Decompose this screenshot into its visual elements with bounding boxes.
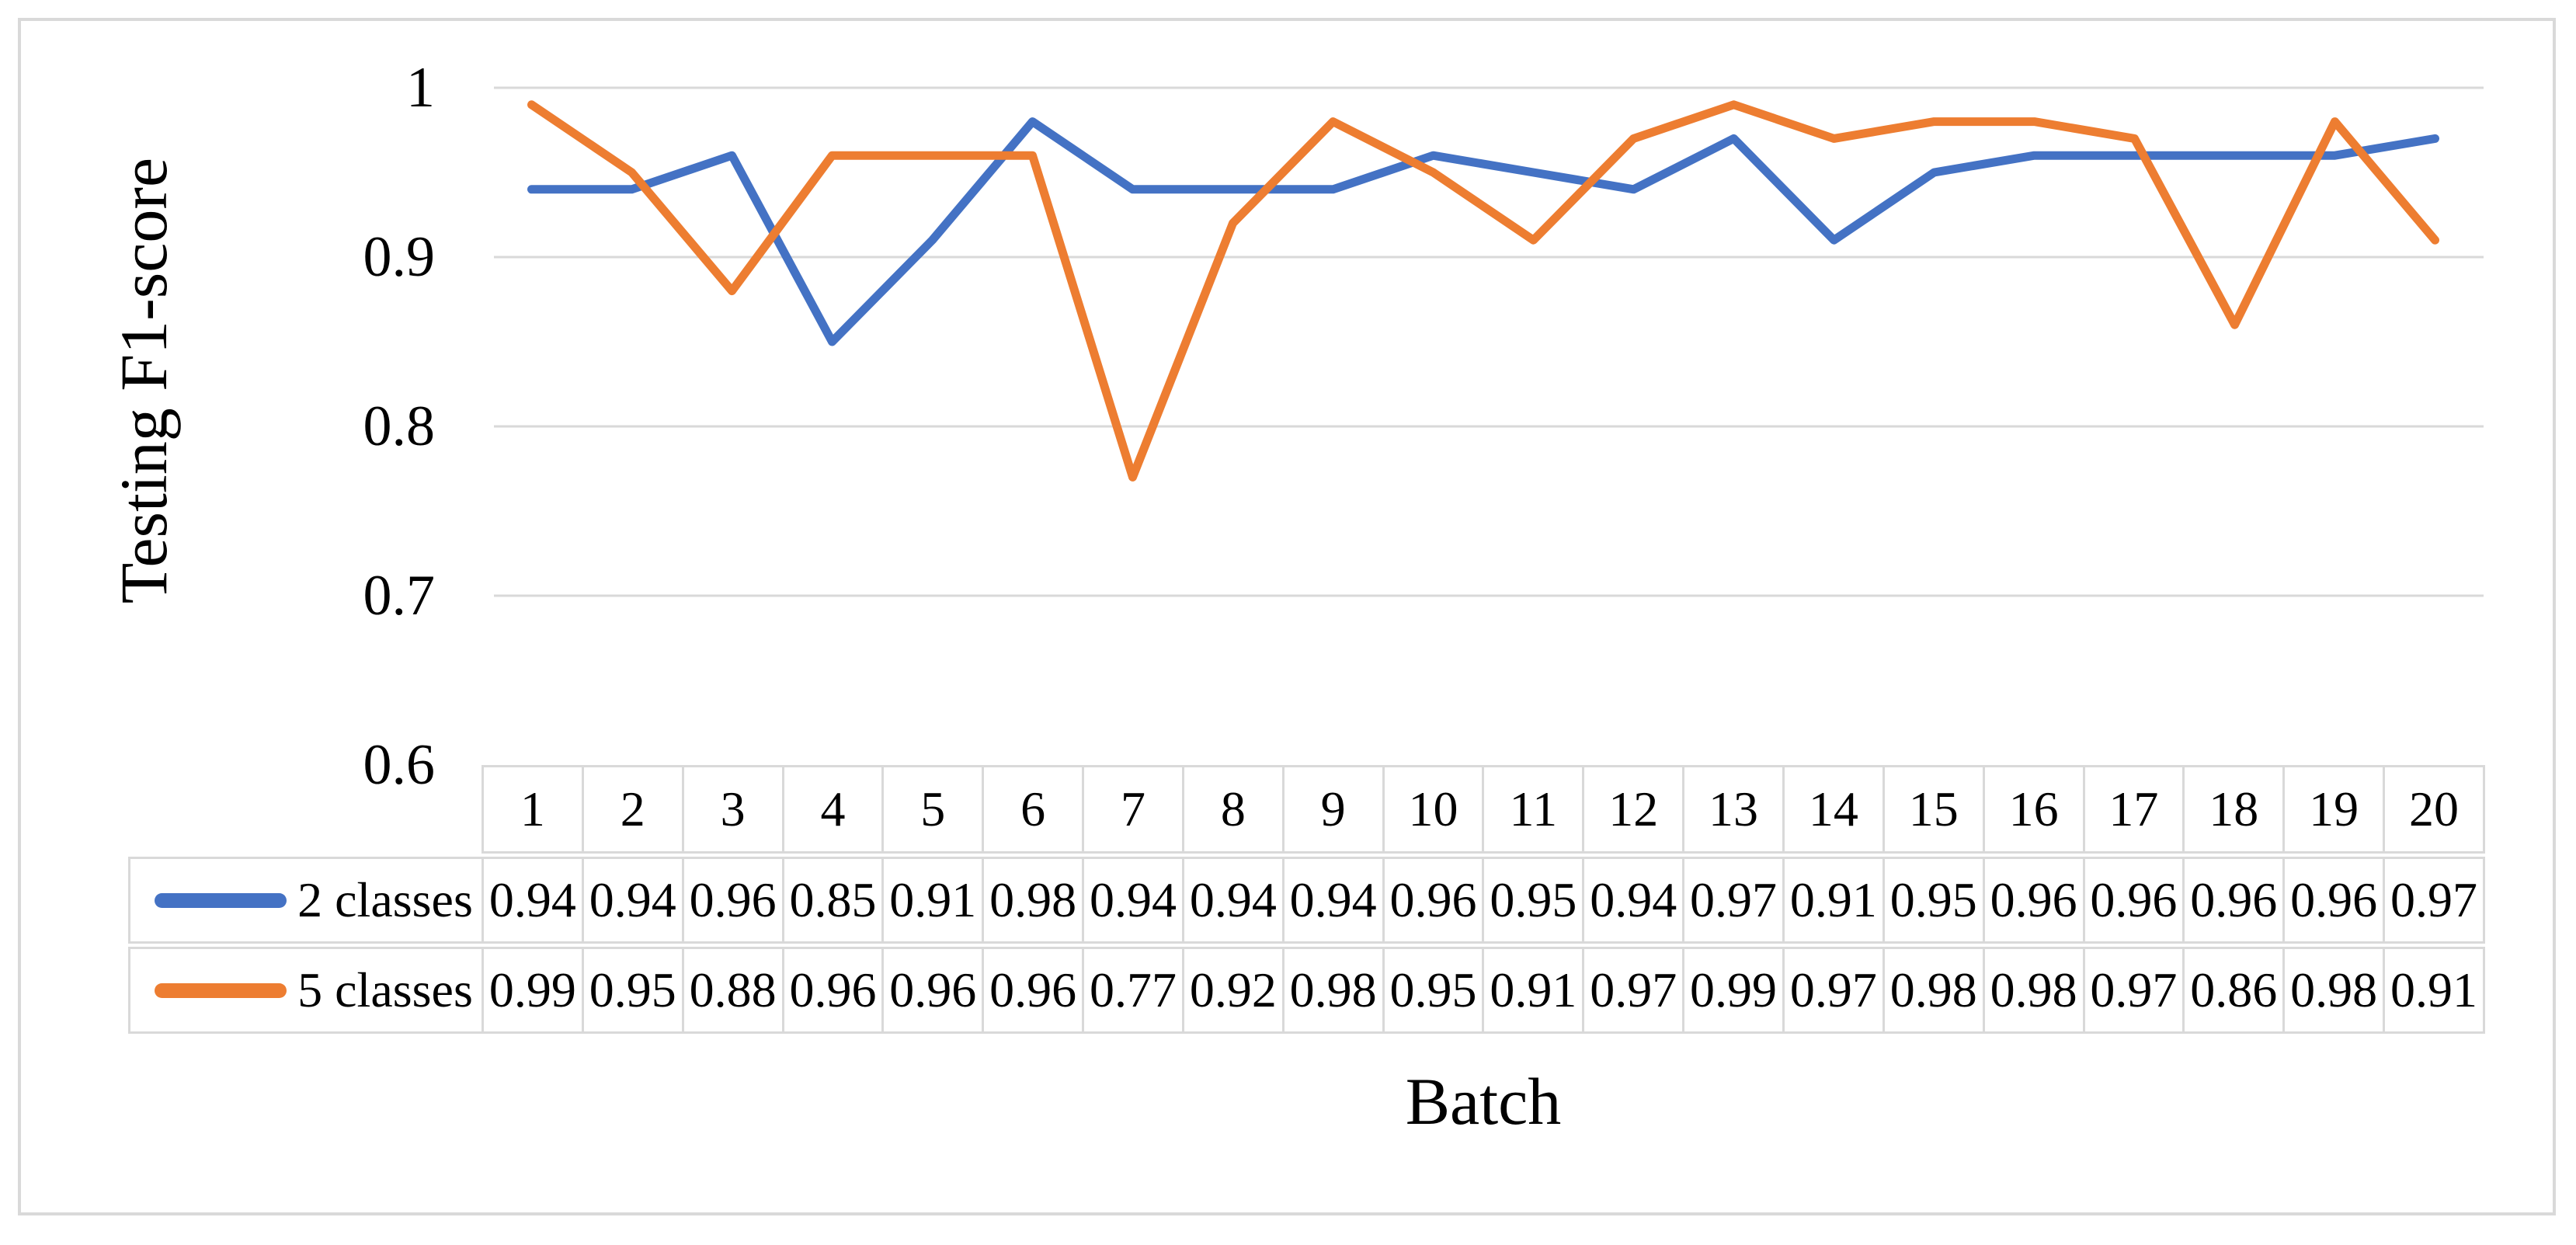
batch-header-row: 1 2 3 4 5 6 7 8 9 10 11 12 13 14 15 16 17 18 19 20 bbox=[481, 765, 2485, 854]
legend-swatch-2-classes bbox=[155, 892, 287, 908]
legend-label: 2 classes bbox=[297, 872, 473, 927]
series-row-2-classes: 2 classes 0.94 0.94 0.96 0.85 0.91 0.98 0.94 0.9… bbox=[128, 857, 2485, 944]
batch-header-cell: 11 bbox=[1482, 767, 1582, 851]
value-cell: 0.96 bbox=[2182, 859, 2282, 941]
batch-header-cell: 10 bbox=[1382, 767, 1483, 851]
value-cell: 0.97 bbox=[2383, 859, 2483, 941]
value-cell: 0.98 bbox=[1882, 949, 1983, 1031]
legend-cell: 2 classes bbox=[130, 859, 481, 941]
value-cell: 0.98 bbox=[2282, 949, 2383, 1031]
legend-label: 5 classes bbox=[297, 962, 473, 1017]
batch-header-cell: 3 bbox=[681, 767, 782, 851]
value-cell: 0.91 bbox=[881, 859, 982, 941]
batch-header-cell: 6 bbox=[982, 767, 1082, 851]
value-cell: 0.92 bbox=[1181, 949, 1282, 1031]
value-cell: 0.97 bbox=[1782, 949, 1882, 1031]
value-cell: 0.91 bbox=[2383, 949, 2483, 1031]
value-cell: 0.96 bbox=[681, 859, 782, 941]
value-cell: 0.97 bbox=[2082, 949, 2183, 1031]
value-cell: 0.86 bbox=[2182, 949, 2282, 1031]
value-cell: 0.85 bbox=[781, 859, 882, 941]
value-cell: 0.88 bbox=[681, 949, 782, 1031]
value-cell: 0.97 bbox=[1682, 859, 1782, 941]
batch-header-cell: 9 bbox=[1281, 767, 1382, 851]
value-cell: 0.77 bbox=[1082, 949, 1182, 1031]
legend-swatch-5-classes bbox=[155, 982, 287, 998]
batch-header-cell: 12 bbox=[1582, 767, 1682, 851]
series-row-5-classes: 5 classes 0.99 0.95 0.88 0.96 0.96 0.96 0.77 0.9… bbox=[128, 947, 2485, 1034]
series-lines-group bbox=[527, 100, 2439, 482]
value-cell: 0.97 bbox=[1582, 949, 1682, 1031]
series-line-2-classes bbox=[527, 117, 2439, 346]
batch-header-cell: 2 bbox=[581, 767, 682, 851]
value-cell: 0.96 bbox=[2282, 859, 2383, 941]
y-axis-title: Testing F1-score bbox=[106, 157, 181, 604]
batch-header-cell: 14 bbox=[1782, 767, 1882, 851]
value-cell: 0.94 bbox=[1082, 859, 1182, 941]
batch-header-cell: 13 bbox=[1682, 767, 1782, 851]
value-cell: 0.91 bbox=[1482, 949, 1582, 1031]
y-axis-tick-label: 0.9 bbox=[363, 224, 436, 289]
value-cell: 0.95 bbox=[1482, 859, 1582, 941]
batch-header-cell: 8 bbox=[1181, 767, 1282, 851]
value-cell: 0.99 bbox=[1682, 949, 1782, 1031]
batch-header-cell: 5 bbox=[881, 767, 982, 851]
value-cell: 0.94 bbox=[1582, 859, 1682, 941]
batch-header-cell: 20 bbox=[2383, 767, 2483, 851]
value-cell: 0.98 bbox=[1281, 949, 1382, 1031]
value-cell: 0.95 bbox=[1882, 859, 1983, 941]
y-axis-tick-label: 0.6 bbox=[363, 732, 436, 797]
y-axis-tick-label: 1 bbox=[406, 55, 435, 120]
y-axis-tick-label: 0.8 bbox=[363, 394, 436, 458]
value-cell: 0.96 bbox=[1382, 859, 1483, 941]
value-cell: 0.94 bbox=[581, 859, 682, 941]
batch-header-cell: 16 bbox=[1982, 767, 2083, 851]
x-axis-title: Batch bbox=[1405, 1064, 1562, 1139]
batch-header-cell: 4 bbox=[781, 767, 882, 851]
value-cell: 0.91 bbox=[1782, 859, 1882, 941]
y-axis-tick-label: 0.7 bbox=[363, 563, 436, 628]
value-cell: 0.98 bbox=[982, 859, 1082, 941]
batch-header-cell: 18 bbox=[2182, 767, 2282, 851]
value-cell: 0.96 bbox=[982, 949, 1082, 1031]
value-cell: 0.96 bbox=[781, 949, 882, 1031]
value-cell: 0.94 bbox=[481, 859, 582, 941]
value-cell: 0.96 bbox=[881, 949, 982, 1031]
legend-cell: 5 classes bbox=[130, 949, 481, 1031]
value-cell: 0.96 bbox=[1982, 859, 2083, 941]
batch-header-cell: 17 bbox=[2082, 767, 2183, 851]
batch-header-cell: 19 bbox=[2282, 767, 2383, 851]
batch-header-cell: 7 bbox=[1082, 767, 1182, 851]
value-cell: 0.95 bbox=[1382, 949, 1483, 1031]
value-cell: 0.98 bbox=[1982, 949, 2083, 1031]
value-cell: 0.94 bbox=[1181, 859, 1282, 941]
batch-header-cell: 1 bbox=[520, 781, 545, 836]
value-cell: 0.94 bbox=[1281, 859, 1382, 941]
line-chart-plot bbox=[494, 86, 2484, 597]
value-cell: 0.95 bbox=[581, 949, 682, 1031]
series-line-5-classes bbox=[527, 100, 2439, 482]
gridlines-group bbox=[494, 86, 2484, 597]
batch-header-cell: 15 bbox=[1882, 767, 1983, 851]
value-cell: 0.96 bbox=[2082, 859, 2183, 941]
value-cell: 0.99 bbox=[481, 949, 582, 1031]
